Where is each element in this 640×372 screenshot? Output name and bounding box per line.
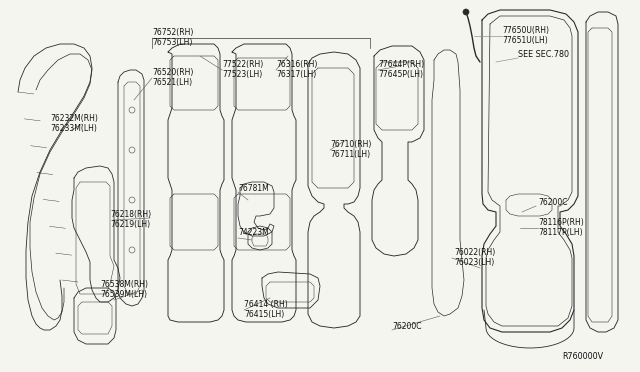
Text: 76710(RH)
76711(LH): 76710(RH) 76711(LH) — [330, 140, 371, 159]
Text: 76414 (RH)
76415(LH): 76414 (RH) 76415(LH) — [244, 300, 288, 320]
Text: 74223M: 74223M — [238, 228, 269, 237]
Text: 78116P(RH)
78117P(LH): 78116P(RH) 78117P(LH) — [538, 218, 584, 237]
Text: 76316(RH)
76317(LH): 76316(RH) 76317(LH) — [276, 60, 317, 79]
Text: 76520(RH)
76521(LH): 76520(RH) 76521(LH) — [152, 68, 193, 87]
Text: 77522(RH)
77523(LH): 77522(RH) 77523(LH) — [222, 60, 263, 79]
Circle shape — [463, 9, 469, 15]
Text: 76218(RH)
76219(LH): 76218(RH) 76219(LH) — [110, 210, 151, 230]
Text: SEE SEC.780: SEE SEC.780 — [518, 50, 569, 59]
Text: 76022(RH)
76023(LH): 76022(RH) 76023(LH) — [454, 248, 495, 267]
Text: 76200C: 76200C — [538, 198, 568, 207]
Text: 76200C: 76200C — [392, 322, 422, 331]
Text: 77650U(RH)
77651U(LH): 77650U(RH) 77651U(LH) — [502, 26, 549, 45]
Text: 76781M: 76781M — [238, 184, 269, 193]
Text: 76752(RH)
76753(LH): 76752(RH) 76753(LH) — [152, 28, 193, 47]
Text: R760000V: R760000V — [562, 352, 603, 361]
Text: 77644P(RH)
77645P(LH): 77644P(RH) 77645P(LH) — [378, 60, 424, 79]
Text: 76232M(RH)
76233M(LH): 76232M(RH) 76233M(LH) — [50, 114, 98, 134]
Text: 76538M(RH)
76539M(LH): 76538M(RH) 76539M(LH) — [100, 280, 148, 299]
